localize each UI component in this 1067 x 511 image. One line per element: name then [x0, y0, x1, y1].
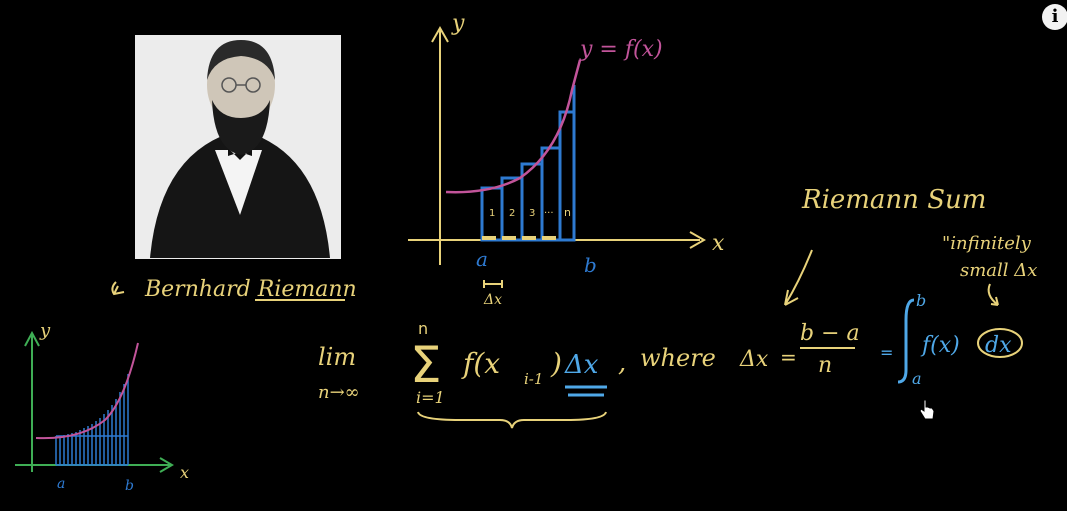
fraction-numerator: b − a — [800, 321, 860, 346]
rect-label: 3 — [529, 208, 535, 219]
portrait-figure — [150, 40, 330, 258]
curve-label: y = f(x) — [579, 37, 663, 62]
sigma-lower: i=1 — [416, 388, 445, 407]
formula-dx: Δx — [564, 350, 599, 380]
function-curve — [445, 59, 582, 194]
note-line-2: small Δx — [960, 260, 1037, 281]
lim: lim — [318, 343, 356, 371]
term-subscript: i-1 — [524, 370, 543, 388]
heading-arrow — [784, 249, 813, 306]
top-graph: y x 1 2 3 ··· n y = f(x) a b Δx — [408, 11, 725, 308]
equals: = — [780, 345, 797, 369]
note-arrow — [987, 283, 999, 306]
integral-dx: dx — [985, 333, 1012, 358]
riemann-rectangles — [480, 85, 576, 242]
dx-label: Δx — [483, 292, 502, 308]
info-button[interactable]: i — [1042, 4, 1067, 30]
term-close: ) — [550, 347, 562, 380]
small-curve — [35, 342, 139, 440]
top-y-label: y — [451, 11, 465, 36]
rect-label: ··· — [544, 208, 554, 219]
integral-sign — [897, 298, 915, 384]
top-x-arrow — [689, 231, 707, 249]
lim-subscript: n→∞ — [318, 382, 360, 403]
where-text: where — [640, 344, 716, 372]
sum-underbrace — [417, 411, 607, 429]
small-y-label: y — [39, 320, 51, 341]
fraction-denominator: n — [818, 353, 832, 378]
delta-x: Δx — [739, 347, 769, 372]
equals-2: = — [880, 343, 893, 362]
small-rectangles — [55, 374, 129, 466]
riemann-rect — [540, 146, 562, 242]
dx-circle — [977, 328, 1023, 358]
caption-arrow — [111, 281, 125, 296]
riemann-sum-heading: Riemann Sum — [801, 185, 986, 215]
rect-label: n — [564, 206, 571, 219]
comma: , — [618, 348, 626, 378]
rect-label: 1 — [489, 208, 495, 219]
top-y-arrow — [431, 25, 449, 43]
b-label: b — [584, 253, 597, 277]
riemann-formula: lim n→∞ n Σ i=1 f(x i-1 ) Δx , where Δx … — [318, 291, 1023, 429]
top-x-label: x — [712, 231, 725, 256]
sigma-upper: n — [418, 319, 428, 338]
small-a-label: a — [57, 476, 65, 492]
riemann-rect — [558, 110, 576, 242]
small-x-label: x — [180, 463, 189, 482]
integral-upper: b — [916, 291, 926, 310]
a-label: a — [476, 247, 488, 271]
note-line-1: "infinitely — [942, 233, 1032, 254]
small-graph: y x a b — [15, 320, 189, 494]
sigma: Σ — [410, 336, 442, 394]
portrait-caption: Bernhard Riemann — [144, 277, 357, 302]
rect-label: 2 — [509, 208, 515, 219]
hand-cursor-icon — [919, 399, 935, 420]
small-b-label: b — [125, 478, 134, 494]
term: f(x — [461, 347, 500, 380]
integrand: f(x) — [920, 333, 960, 358]
integral-lower: a — [912, 369, 922, 388]
